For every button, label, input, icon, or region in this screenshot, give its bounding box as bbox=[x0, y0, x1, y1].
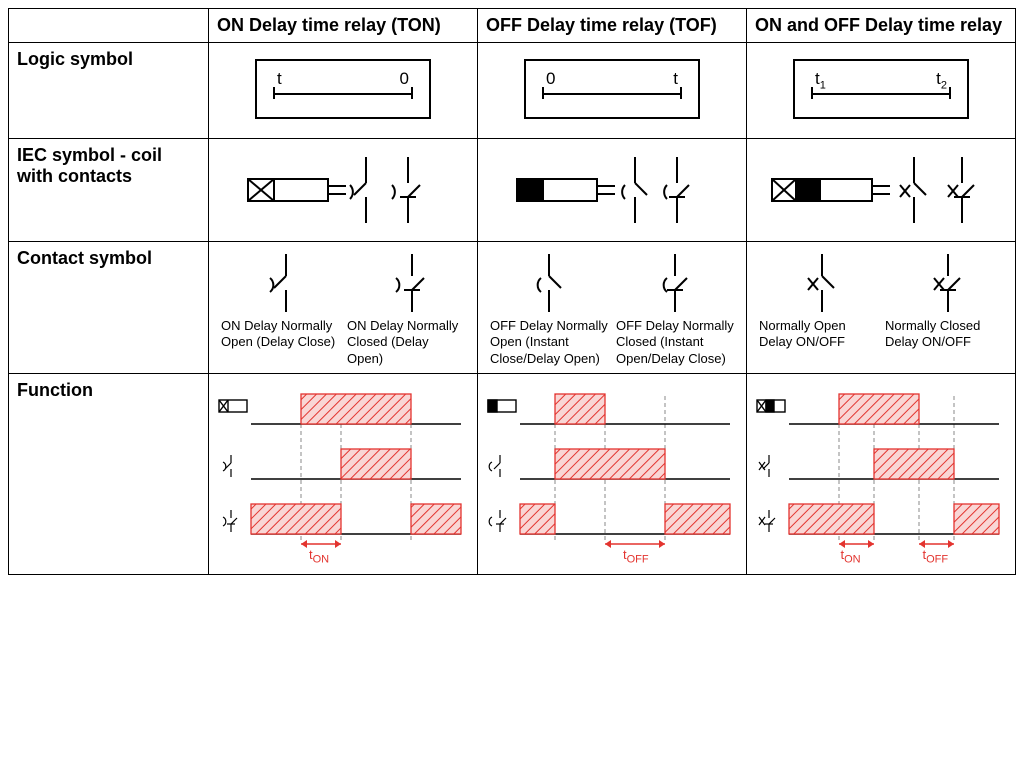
contact-tonoff: Normally Open Delay ON/OFF Normally Clos… bbox=[747, 242, 1016, 374]
row-header-iec: IEC symbol - coil with contacts bbox=[9, 139, 209, 242]
function-tof: tOFF bbox=[478, 373, 747, 574]
relay-comparison-table: ON Delay time relay (TON) OFF Delay time… bbox=[8, 8, 1016, 575]
contact-ton: ON Delay Normally Open (Delay Close) ON … bbox=[209, 242, 478, 374]
function-tonoff: tONtOFF bbox=[747, 373, 1016, 574]
iec-ton bbox=[209, 139, 478, 242]
row-header-logic: Logic symbol bbox=[9, 43, 209, 139]
contact-tonoff-nc-label: Normally Closed Delay ON/OFF bbox=[881, 318, 1007, 351]
contact-tof-nc-label: OFF Delay Normally Closed (Instant Open/… bbox=[612, 318, 738, 367]
corner-cell bbox=[9, 9, 209, 43]
iec-tof bbox=[478, 139, 747, 242]
logic-tonoff-right: t2 bbox=[936, 69, 947, 91]
contact-ton-nc-label: ON Delay Normally Closed (Delay Open) bbox=[343, 318, 469, 367]
logic-tof-right: t bbox=[673, 69, 678, 89]
contact-tof: OFF Delay Normally Open (Instant Close/D… bbox=[478, 242, 747, 374]
logic-tof-left: 0 bbox=[546, 69, 555, 89]
contact-ton-no-label: ON Delay Normally Open (Delay Close) bbox=[217, 318, 343, 351]
logic-ton-left: t bbox=[277, 69, 282, 89]
contact-tof-no-label: OFF Delay Normally Open (Instant Close/D… bbox=[486, 318, 612, 367]
contact-tonoff-no-label: Normally Open Delay ON/OFF bbox=[755, 318, 881, 351]
col-header-tof: OFF Delay time relay (TOF) bbox=[478, 9, 747, 43]
col-header-ton: ON Delay time relay (TON) bbox=[209, 9, 478, 43]
logic-tonoff: t1 t2 bbox=[747, 43, 1016, 139]
logic-ton-right: 0 bbox=[400, 69, 409, 89]
logic-tonoff-left: t1 bbox=[815, 69, 826, 91]
row-header-contact: Contact symbol bbox=[9, 242, 209, 374]
logic-ton: t 0 bbox=[209, 43, 478, 139]
iec-tonoff bbox=[747, 139, 1016, 242]
logic-tof: 0 t bbox=[478, 43, 747, 139]
function-ton: tON bbox=[209, 373, 478, 574]
col-header-tonoff: ON and OFF Delay time relay bbox=[747, 9, 1016, 43]
row-header-function: Function bbox=[9, 373, 209, 574]
